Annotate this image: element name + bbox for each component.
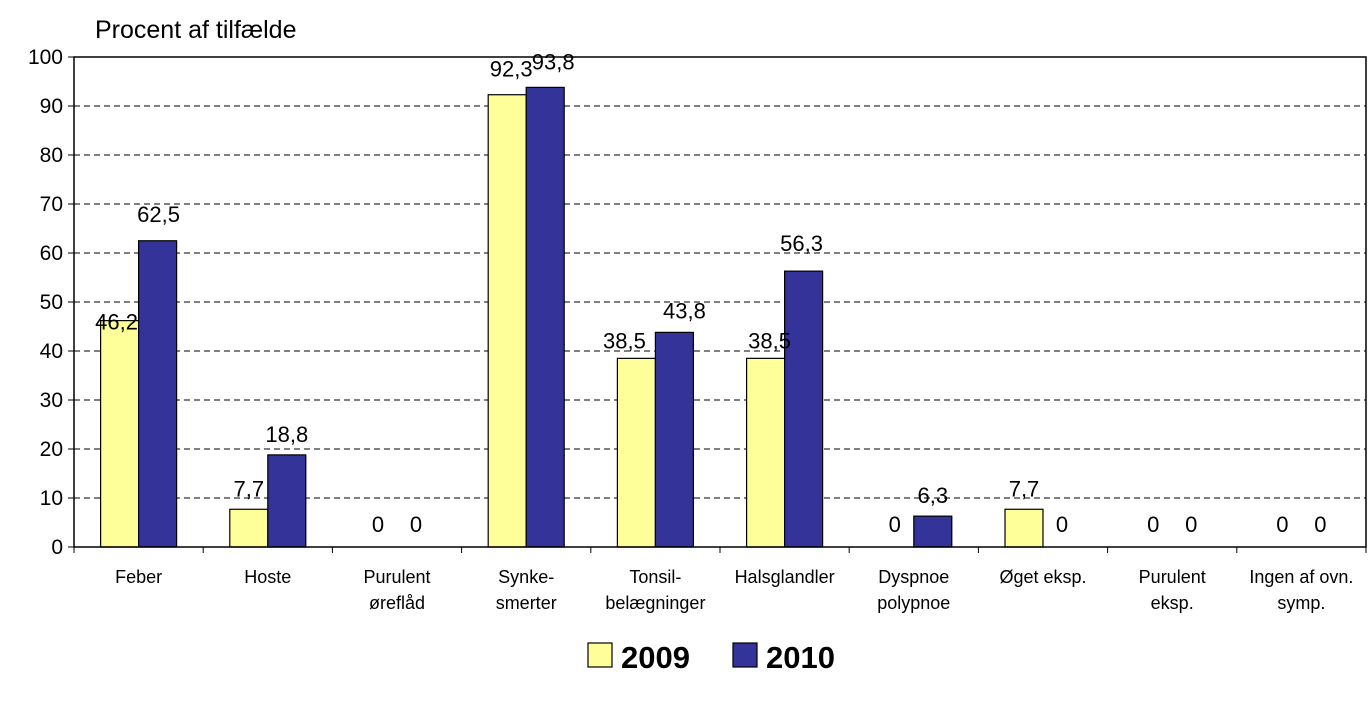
data-label: 7,7 — [234, 476, 265, 501]
bar-2010 — [783, 270, 824, 548]
data-label: 18,8 — [265, 422, 308, 447]
data-label: 93,8 — [532, 49, 575, 74]
data-label: 38,5 — [603, 328, 646, 353]
x-tick-label: Feber — [115, 567, 162, 587]
x-tick-label: Tonsil- — [629, 567, 681, 587]
bar-2009 — [1004, 508, 1044, 548]
x-tick-label: smerter — [496, 593, 557, 613]
data-label: 0 — [1314, 512, 1326, 537]
data-label: 0 — [1185, 512, 1197, 537]
data-label: 56,3 — [780, 231, 823, 256]
x-tick-label: Øget eksp. — [999, 567, 1086, 587]
data-label: 0 — [889, 512, 901, 537]
y-tick-label: 0 — [51, 536, 63, 559]
legend: 2009 2010 — [587, 640, 835, 675]
x-tick-label: eksp. — [1151, 593, 1194, 613]
x-tick-label: Synke- — [498, 567, 554, 587]
data-label: 43,8 — [663, 298, 706, 323]
bar-2009 — [487, 94, 527, 548]
y-tick-label: 60 — [40, 242, 63, 265]
x-tick-label: Ingen af ovn. — [1249, 567, 1353, 587]
y-tick-label: 40 — [40, 340, 63, 363]
y-tick-label: 30 — [40, 389, 63, 412]
data-label: 46,2 — [95, 310, 138, 335]
y-tick-label: 50 — [40, 291, 63, 314]
y-axis-title: Procent af tilfælde — [95, 16, 297, 44]
x-tick-label: Purulent — [1139, 567, 1206, 587]
data-label: 0 — [1056, 512, 1068, 537]
data-label: 7,7 — [1009, 476, 1040, 501]
bar-2010 — [267, 454, 307, 548]
data-labels: 46,2 62,5 7,7 18,8 0 0 92,3 93,8 38,5 43,8 38,5 56,… — [95, 49, 1326, 537]
bar-2010 — [138, 240, 178, 548]
bars — [99, 86, 1044, 548]
x-tick-label: Dyspnoe — [878, 567, 949, 587]
y-tick-label: 80 — [40, 144, 63, 167]
bar-2009 — [745, 357, 786, 548]
legend-swatch-2010 — [732, 642, 758, 668]
x-tick-label: øreflåd — [369, 593, 425, 613]
bar-2010 — [913, 515, 953, 548]
y-tick-label: 100 — [28, 46, 63, 69]
bar-2009 — [99, 320, 140, 548]
bar-2009 — [616, 357, 657, 548]
data-label: 0 — [372, 512, 384, 537]
bar-2009 — [229, 508, 269, 548]
data-label: 0 — [1147, 512, 1159, 537]
data-label: 0 — [1276, 512, 1288, 537]
data-label: 62,5 — [137, 202, 180, 227]
y-tick-label: 20 — [40, 438, 63, 461]
y-tick-label: 90 — [40, 95, 63, 118]
data-label: 0 — [410, 512, 422, 537]
x-tick-label: polypnoe — [877, 593, 950, 613]
y-tick-label: 10 — [40, 487, 63, 510]
x-tick-label: belægninger — [605, 593, 705, 613]
data-label: 38,5 — [748, 328, 791, 353]
data-label: 6,3 — [918, 483, 949, 508]
x-tick-label: Hoste — [244, 567, 291, 587]
x-tick-label: symp. — [1277, 593, 1325, 613]
bar-2010 — [525, 86, 565, 548]
legend-label: 2010 — [766, 640, 835, 675]
bar-2010 — [654, 331, 695, 548]
axes: 0 10 20 30 40 50 60 70 80 90 100 Feber Hoste Purulent… — [28, 46, 1367, 613]
legend-swatch-2009 — [587, 642, 613, 668]
data-label: 92,3 — [490, 57, 533, 82]
y-tick-label: 70 — [40, 193, 63, 216]
x-tick-label: Purulent — [363, 567, 430, 587]
legend-label: 2009 — [621, 640, 690, 675]
x-tick-label: Halsglandler — [735, 567, 835, 587]
